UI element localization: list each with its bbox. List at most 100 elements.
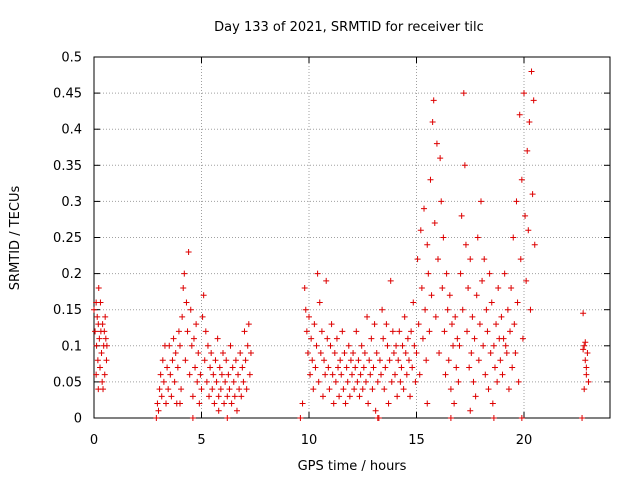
- data-point: [93, 371, 100, 378]
- data-point: [470, 378, 477, 385]
- data-point: [465, 285, 472, 292]
- data-point: [437, 155, 444, 162]
- data-point: [188, 342, 195, 349]
- data-point: [239, 364, 246, 371]
- data-point: [347, 357, 354, 364]
- data-point: [310, 386, 317, 393]
- data-point: [97, 299, 104, 306]
- data-point: [229, 364, 236, 371]
- data-point: [408, 328, 415, 335]
- data-point: [431, 220, 438, 227]
- data-point: [174, 364, 181, 371]
- data-point: [411, 342, 418, 349]
- data-point: [159, 357, 166, 364]
- data-point: [336, 393, 343, 400]
- data-point: [297, 415, 304, 421]
- y-tick-label: 0.35: [53, 159, 82, 174]
- data-point: [414, 256, 421, 263]
- data-point: [427, 176, 434, 183]
- data-point: [400, 386, 407, 393]
- x-tick-label: 20: [516, 433, 533, 448]
- data-point: [379, 306, 386, 313]
- data-point: [472, 393, 479, 400]
- data-point: [190, 335, 197, 342]
- data-point: [156, 386, 163, 393]
- data-point: [168, 393, 175, 400]
- data-point: [307, 371, 314, 378]
- data-point: [461, 162, 468, 169]
- data-point: [195, 350, 202, 357]
- data-point: [393, 342, 400, 349]
- data-point: [201, 357, 208, 364]
- data-point: [163, 400, 170, 407]
- data-point: [422, 306, 429, 313]
- data-point: [453, 364, 460, 371]
- data-point: [509, 364, 516, 371]
- data-point: [207, 364, 214, 371]
- data-point: [192, 364, 199, 371]
- data-point: [468, 350, 475, 357]
- data-point: [423, 357, 430, 364]
- data-point: [585, 378, 592, 385]
- data-point: [410, 299, 417, 306]
- data-point: [475, 357, 482, 364]
- data-point: [512, 350, 519, 357]
- data-point: [425, 270, 432, 277]
- data-point: [228, 400, 235, 407]
- y-tick-label: 0.4: [61, 123, 82, 138]
- data-point: [424, 241, 431, 248]
- data-point: [409, 364, 416, 371]
- data-point: [440, 234, 447, 241]
- data-point: [404, 335, 411, 342]
- data-point: [99, 378, 106, 385]
- data-point: [97, 364, 104, 371]
- data-point: [436, 350, 443, 357]
- data-point: [170, 335, 177, 342]
- data-point: [155, 407, 162, 414]
- data-point: [491, 364, 498, 371]
- x-tick-label: 0: [90, 433, 98, 448]
- data-point: [346, 393, 353, 400]
- data-point: [582, 357, 589, 364]
- data-point: [242, 357, 249, 364]
- data-point: [202, 328, 209, 335]
- data-point: [499, 371, 506, 378]
- y-tick-label: 0.45: [53, 87, 82, 102]
- data-point: [444, 306, 451, 313]
- data-point: [220, 350, 226, 357]
- data-point: [345, 342, 352, 349]
- data-point: [171, 378, 178, 385]
- data-point: [376, 357, 383, 364]
- data-point: [224, 415, 231, 421]
- data-points: [91, 68, 592, 421]
- data-point: [355, 357, 362, 364]
- data-point: [218, 371, 225, 378]
- data-point: [233, 407, 240, 414]
- data-point: [361, 350, 368, 357]
- data-point: [185, 248, 192, 255]
- data-point: [343, 364, 350, 371]
- data-point: [164, 364, 171, 371]
- data-point: [357, 371, 364, 378]
- data-point: [359, 386, 366, 393]
- data-point: [194, 378, 201, 385]
- data-point: [396, 328, 403, 335]
- data-point: [441, 328, 448, 335]
- data-point: [382, 364, 389, 371]
- data-point: [500, 335, 507, 342]
- data-point: [98, 350, 105, 357]
- data-point: [502, 342, 509, 349]
- data-point: [215, 393, 222, 400]
- data-point: [160, 378, 167, 385]
- data-point: [182, 357, 189, 364]
- data-point: [515, 378, 522, 385]
- data-point: [99, 321, 106, 328]
- data-point: [402, 350, 409, 357]
- data-point: [490, 415, 497, 421]
- chart-title: Day 133 of 2021, SRMTID for receiver til…: [214, 20, 484, 35]
- data-point: [510, 234, 517, 241]
- data-point: [180, 285, 187, 292]
- data-point: [368, 335, 375, 342]
- data-point: [459, 306, 466, 313]
- data-point: [303, 328, 310, 335]
